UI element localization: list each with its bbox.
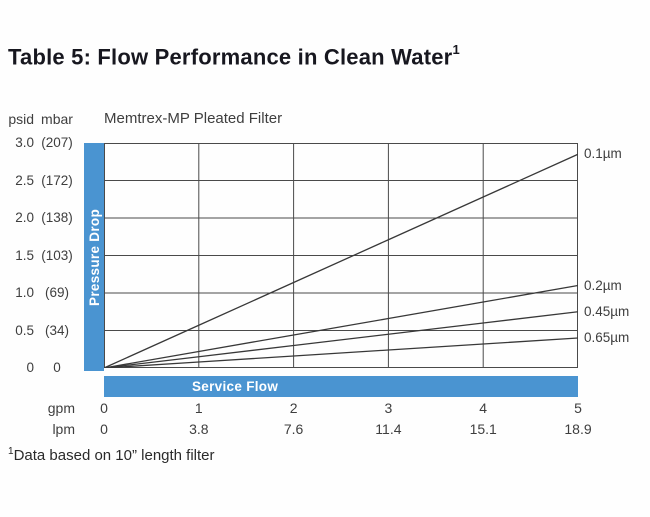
x-tick: 0 — [100, 400, 108, 416]
x-unit-gpm: gpm — [47, 400, 75, 416]
x-tick: 11.4 — [375, 421, 402, 437]
y-tick-psid: 2.0 — [15, 210, 34, 225]
figure-title-superscript: 1 — [452, 42, 460, 57]
plot-area — [104, 143, 578, 368]
y-tick-row: 1.5 (103) — [0, 247, 80, 265]
y-tick-row: 1.0 (69) — [0, 284, 80, 302]
y-tick-row: 0.5 (34) — [0, 322, 80, 340]
x-axis-gpm-row: gpm 0 1 2 3 4 5 — [0, 400, 650, 418]
x-tick: 0 — [100, 421, 108, 437]
y-tick-psid: 3.0 — [15, 135, 34, 150]
y-axis-unit-header: psid mbar — [0, 111, 80, 127]
chart-title: Memtrex-MP Pleated Filter — [104, 110, 283, 127]
y-tick-row: 2.5 (172) — [0, 172, 80, 190]
y-tick-row: 3.0 (207) — [0, 134, 80, 152]
figure-title-text: Table 5: Flow Performance in Clean Water — [8, 44, 453, 70]
x-tick: 1 — [194, 400, 203, 416]
figure-title: Table 5: Flow Performance in Clean Water… — [8, 42, 460, 70]
series-line-0.1µm — [104, 153, 578, 368]
y-tick-mbar: (207) — [41, 135, 73, 150]
x-tick: 3.8 — [189, 421, 209, 437]
y-tick-mbar: (103) — [41, 247, 73, 263]
y-tick-psid: 1.5 — [15, 247, 34, 263]
x-tick: 18.9 — [564, 421, 592, 437]
x-unit-lpm: lpm — [52, 421, 75, 437]
series-label-0.45µm: 0.45µm — [584, 303, 630, 319]
y-tick-mbar: (34) — [44, 322, 69, 338]
pressure-drop-axis-bar: Pressure Drop — [84, 143, 104, 371]
footnote-superscript: 1 — [8, 446, 14, 457]
series-label-0.2µm: 0.2µm — [584, 277, 622, 293]
x-tick: 4 — [479, 400, 488, 416]
x-tick: 3 — [384, 400, 393, 416]
x-tick: 5 — [574, 400, 582, 416]
y-tick-mbar: (69) — [44, 285, 69, 300]
series-line-0.2µm — [104, 284, 578, 368]
service-flow-axis-bar: Service Flow — [104, 376, 578, 397]
footnote-text: Data based on 10” length filter — [13, 447, 215, 464]
y-unit-mbar: mbar — [41, 111, 73, 127]
y-tick-mbar: (138) — [41, 210, 73, 225]
footnote: 1Data based on 10” length filter — [8, 446, 215, 464]
pressure-drop-label: Pressure Drop — [86, 208, 102, 306]
y-tick-row: 2.0 (138) — [0, 209, 80, 227]
x-tick: 2 — [289, 400, 298, 416]
y-tick-psid: 0.5 — [15, 322, 34, 338]
y-tick-mbar: (172) — [41, 172, 73, 188]
y-tick-psid: 2.5 — [15, 172, 34, 188]
y-tick-psid: 0 — [26, 360, 34, 375]
x-tick: 7.6 — [283, 421, 304, 437]
x-axis-lpm-row: lpm 0 3.8 7.6 11.4 15.1 18.9 — [0, 421, 650, 439]
y-tick-psid: 1.0 — [15, 285, 34, 300]
x-tick: 15.1 — [469, 421, 497, 437]
y-tick-mbar: 0 — [53, 360, 61, 375]
y-unit-psid: psid — [8, 111, 34, 127]
series-line-0.65µm — [104, 337, 578, 368]
series-label-0.1µm: 0.1µm — [584, 146, 622, 162]
series-label-0.65µm: 0.65µm — [584, 330, 630, 345]
service-flow-label: Service Flow — [192, 379, 279, 394]
series-line-0.45µm — [104, 311, 578, 368]
